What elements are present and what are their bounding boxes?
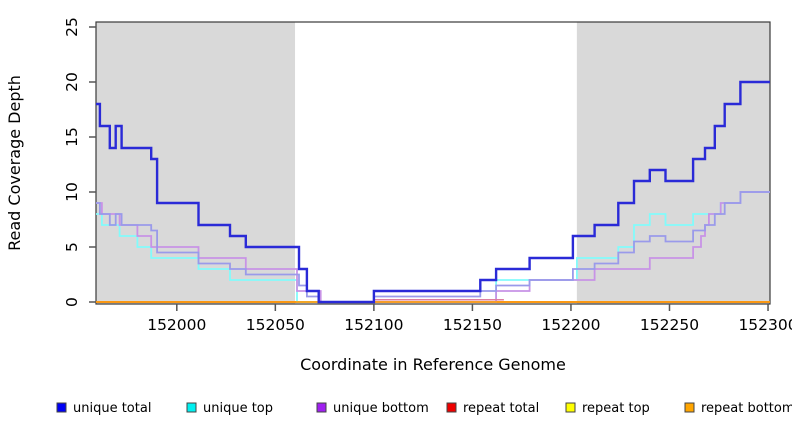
legend-item: repeat bottom [684, 401, 792, 416]
y-tick-label: 15 [63, 127, 81, 147]
legend-swatch [56, 402, 67, 413]
shaded-region [576, 22, 770, 304]
x-tick-label: 152250 [640, 316, 699, 334]
legend-item: repeat top [565, 401, 650, 416]
axis-ticks: 152000 152050 152100 152150 152200 152250 1523… [63, 17, 792, 334]
series-lines [96, 80, 770, 304]
legend-swatch [446, 402, 457, 413]
chart-legend: unique total unique top unique bottom repea… [56, 401, 792, 416]
legend-item-label: repeat total [463, 401, 539, 416]
y-tick-label: 20 [63, 72, 81, 92]
plot-border [95, 21, 771, 305]
y-tick-label: 10 [63, 182, 81, 202]
legend-item: unique total [56, 401, 151, 416]
legend-item-label: repeat top [582, 401, 650, 416]
y-tick-label: 0 [63, 297, 81, 307]
legend-item: unique top [186, 401, 273, 416]
x-tick-label: 152200 [541, 316, 600, 334]
legend-swatch [186, 402, 197, 413]
x-tick-label: 152100 [344, 316, 403, 334]
plot-box [95, 21, 771, 305]
plot-bands [96, 22, 770, 304]
x-tick-label: 152000 [147, 316, 206, 334]
x-tick-label: 152150 [443, 316, 502, 334]
legend-swatch [565, 402, 576, 413]
legend-item: repeat total [446, 401, 539, 416]
series-line-unique-total-translucent-half- [96, 191, 770, 303]
legend-swatch [316, 402, 327, 413]
shaded-region [96, 22, 296, 304]
legend-item-label: unique top [203, 401, 273, 416]
y-tick-label: 5 [63, 242, 81, 252]
x-tick-label: 152300 [738, 316, 792, 334]
legend-item-label: unique bottom [333, 401, 429, 416]
legend-item-label: unique total [73, 401, 151, 416]
legend-swatch [684, 402, 695, 413]
y-tick-label: 25 [63, 17, 81, 37]
legend-item-label: repeat bottom [701, 401, 792, 416]
legend-item: unique bottom [316, 401, 429, 416]
y-axis-title: Read Coverage Depth [5, 75, 24, 251]
x-tick-label: 152050 [246, 316, 305, 334]
x-axis-title: Coordinate in Reference Genome [300, 355, 566, 374]
series-line-unique-total [96, 80, 770, 304]
